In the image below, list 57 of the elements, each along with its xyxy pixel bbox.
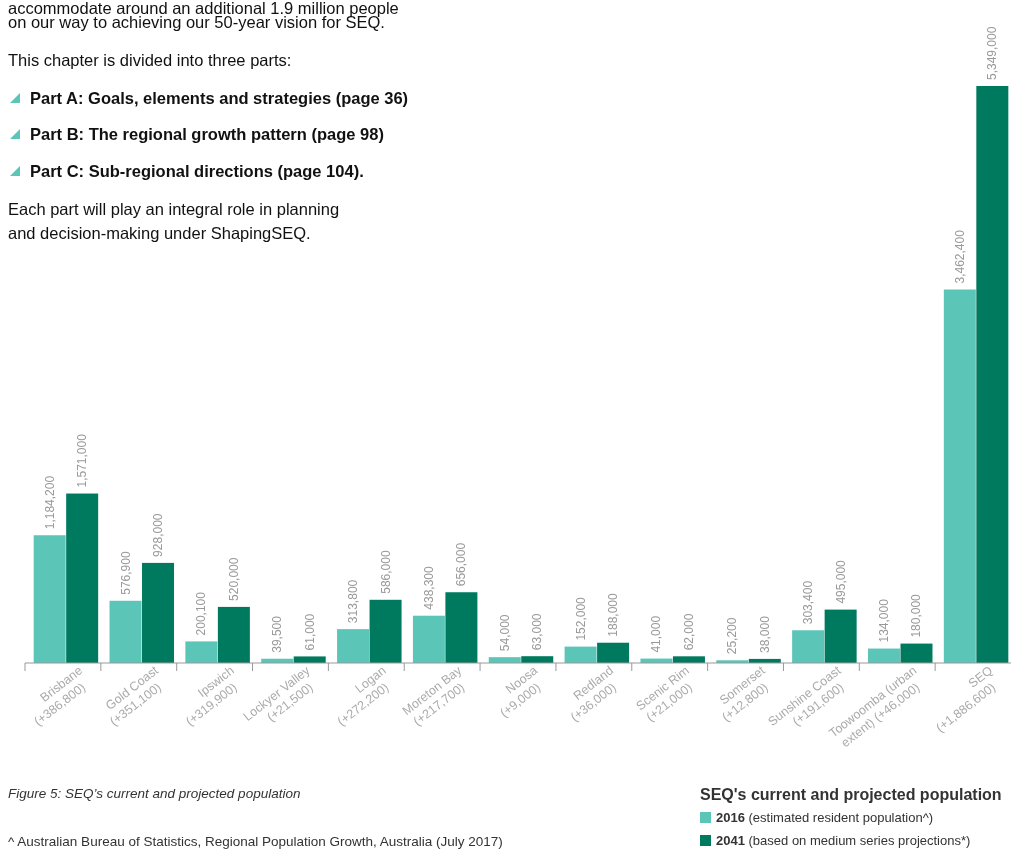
data-label: 200,100 [194, 591, 209, 636]
bar [564, 646, 597, 663]
caption: Figure 5: SEQ’s current and projected population [8, 786, 301, 801]
data-label: 656,000 [454, 542, 469, 587]
data-label: 928,000 [151, 513, 166, 557]
bar [792, 630, 825, 663]
bar [976, 86, 1009, 663]
legend-title: SEQ's current and projected population [700, 786, 1002, 803]
legend-label: 2041 (based on medium series projections*) [716, 833, 971, 848]
bar [824, 609, 857, 663]
annotation: and decision-making under ShapingSEQ. [8, 224, 311, 242]
data-label: 41,000 [649, 615, 664, 653]
data-label: 576,900 [118, 551, 133, 595]
data-label: 313,800 [346, 579, 361, 624]
bar [445, 592, 478, 663]
data-label: 54,000 [497, 614, 512, 652]
legend-label: 2016 (estimated resident population^) [716, 810, 934, 825]
data-label: 62,000 [681, 613, 696, 651]
data-label: 5,349,000 [985, 26, 1000, 80]
annotation: Part C: Sub-regional directions (page 104). [30, 162, 364, 180]
text: This chapter is divided into three parts: [8, 51, 292, 69]
bar [109, 600, 142, 663]
data-label: 438,300 [421, 566, 436, 610]
data-label: 134,000 [876, 598, 891, 643]
data-label: 3,462,400 [952, 229, 967, 284]
annotation: Part B: The regional growth pattern (page 98) [30, 125, 384, 143]
data-label: 1,571,000 [75, 433, 90, 488]
data-label: 25,200 [725, 617, 740, 655]
data-label: 1,184,200 [42, 475, 57, 530]
data-label: 180,000 [909, 593, 924, 638]
bar [142, 562, 175, 663]
data-label: 61,000 [302, 613, 317, 651]
data-label: 303,400 [801, 580, 816, 625]
bar [412, 615, 445, 663]
bar [369, 599, 402, 663]
bar [293, 656, 326, 663]
data-label: 152,000 [573, 596, 588, 641]
data-label: 520,000 [226, 557, 241, 601]
bar [33, 535, 66, 663]
data-label: 38,000 [757, 615, 772, 653]
bar [900, 643, 933, 663]
bar [672, 656, 705, 663]
bar [943, 289, 976, 663]
bar [185, 641, 218, 663]
data-label: 495,000 [833, 559, 848, 604]
bar [217, 606, 250, 663]
bar [597, 642, 630, 663]
data-label: 188,000 [606, 593, 621, 637]
bar [66, 493, 99, 663]
data-label: 586,000 [378, 550, 393, 594]
annotation: Part A: Goals, elements and strategies (page 36) [30, 89, 409, 107]
bar [337, 629, 370, 663]
bar [867, 648, 900, 663]
data-label: 39,500 [270, 615, 285, 653]
annotation: Each part will play an integral role in planning [8, 200, 340, 218]
text: ^ Australian Bureau of Statistics, Regional Population Growth, Australia (July 2017) [8, 834, 503, 849]
data-label: 63,000 [530, 613, 545, 651]
